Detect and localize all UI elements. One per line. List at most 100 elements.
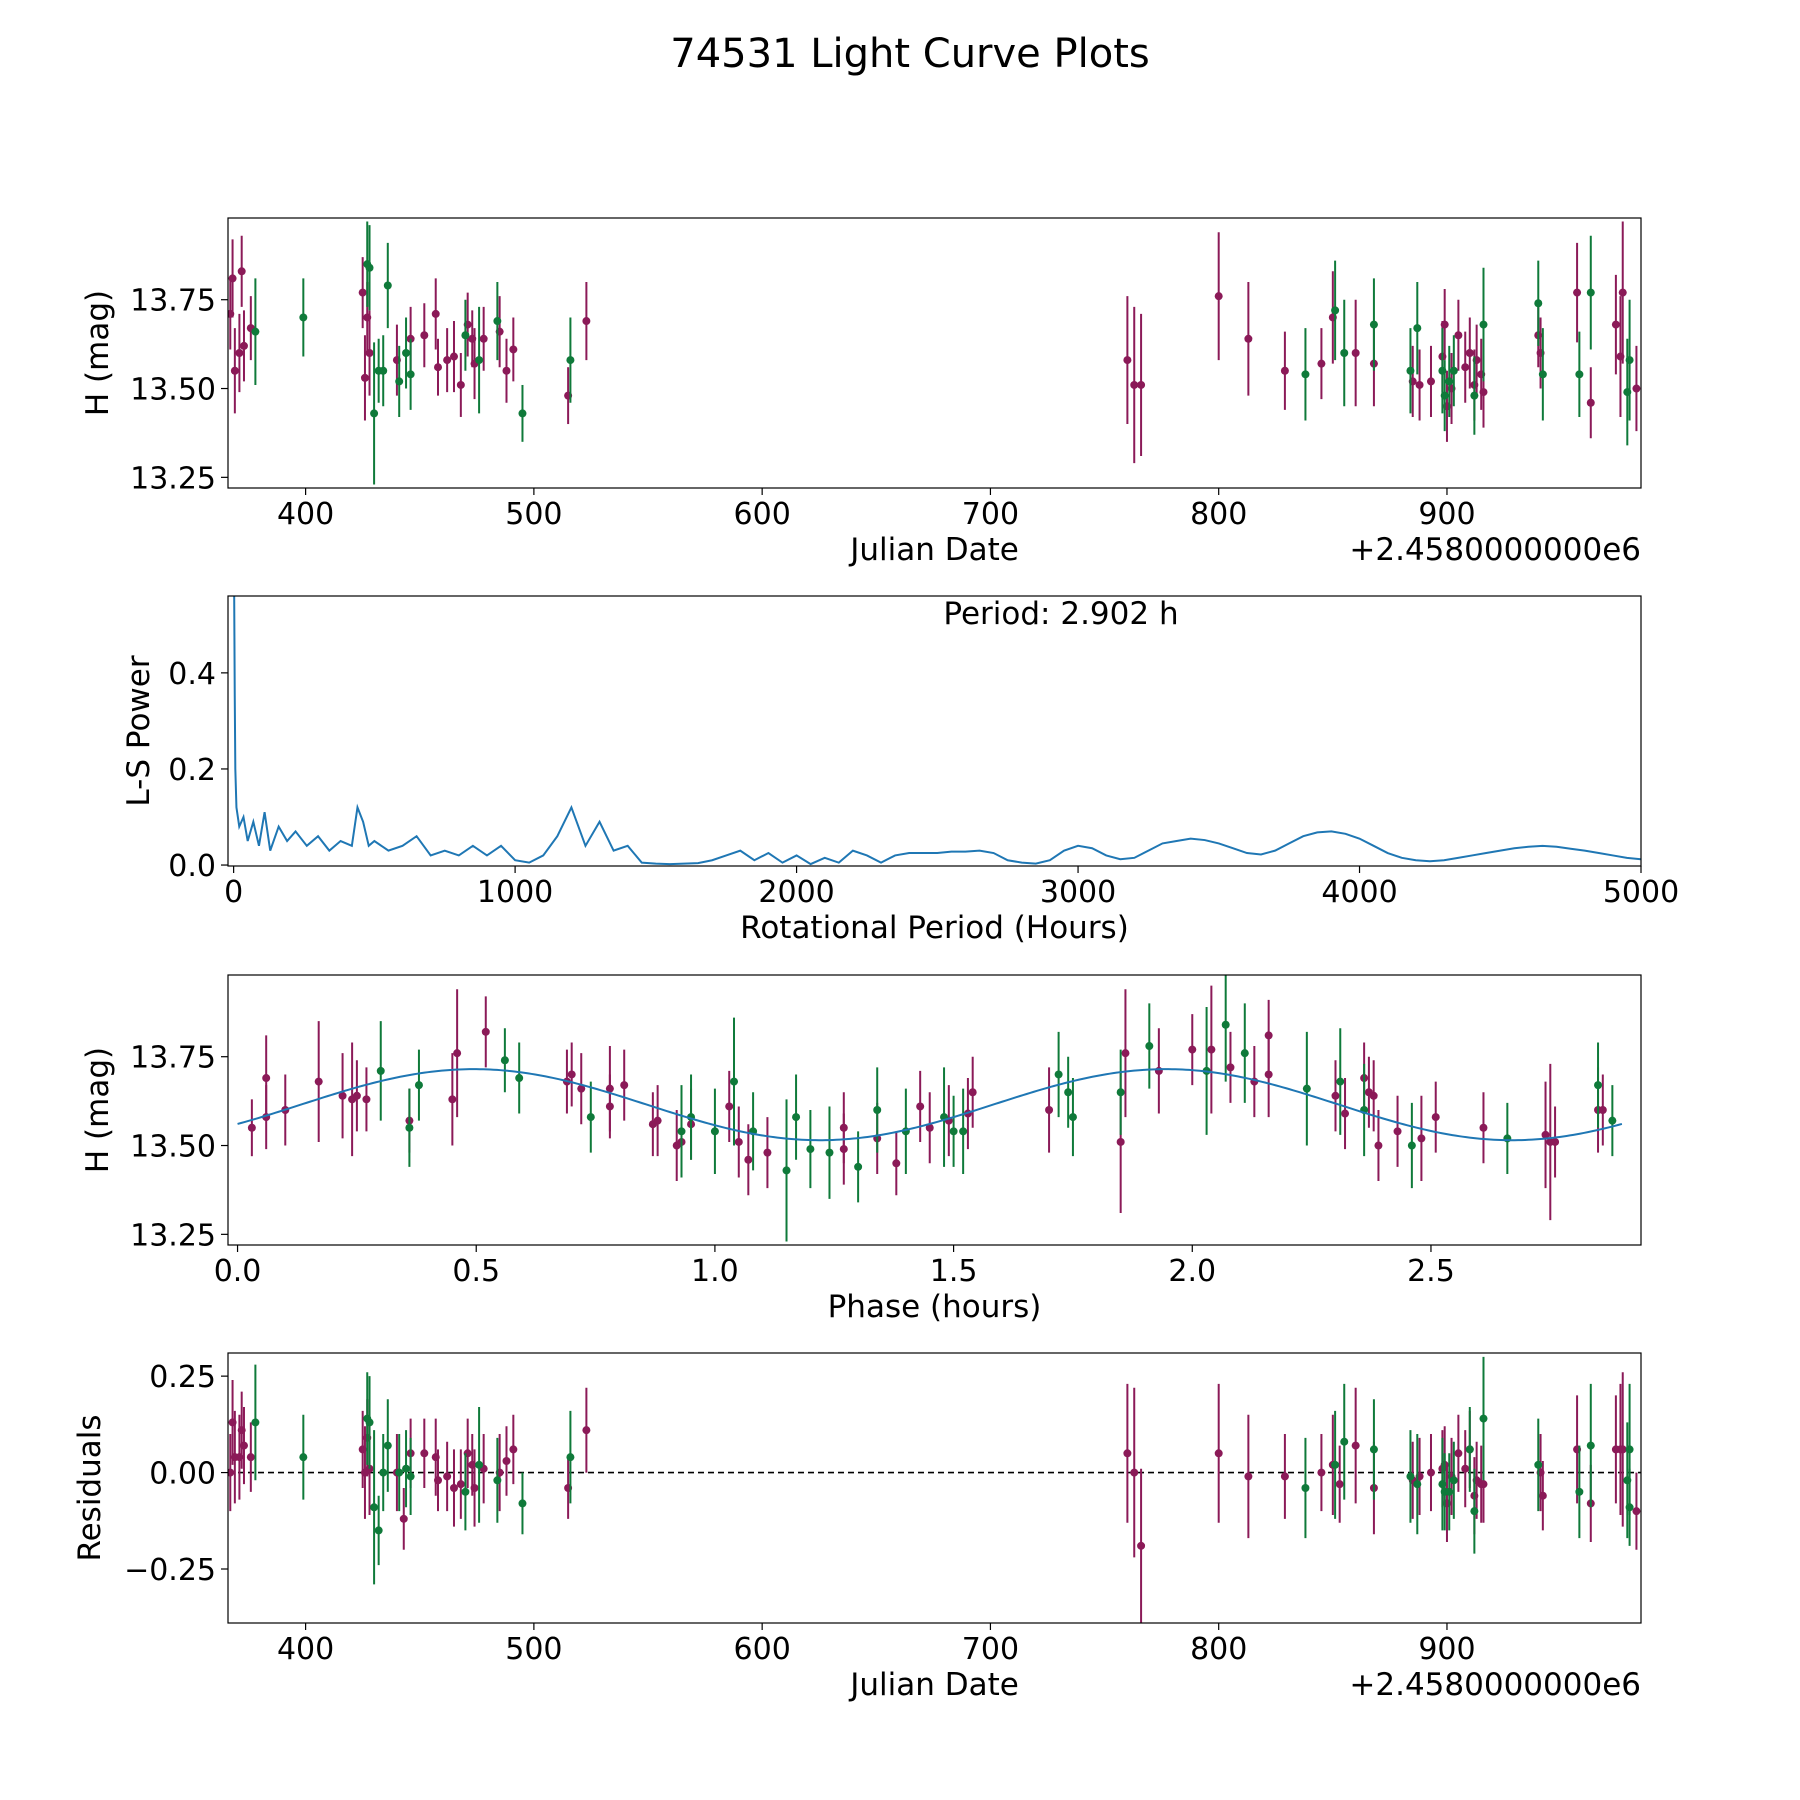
y-tick-label: 13.50 xyxy=(130,373,216,408)
x-tick-label: 2.0 xyxy=(1168,1254,1216,1289)
data-point xyxy=(1625,356,1634,365)
data-point xyxy=(1301,370,1310,379)
data-point xyxy=(414,1081,423,1090)
y-tick-label: 13.75 xyxy=(130,1041,216,1076)
data-point xyxy=(1598,1106,1607,1114)
data-point xyxy=(239,1441,248,1450)
x-axis-label: Phase (hours) xyxy=(828,1289,1042,1325)
data-point xyxy=(792,1113,801,1122)
data-point xyxy=(1121,1049,1130,1058)
data-point xyxy=(1301,1484,1310,1492)
data-point xyxy=(1413,1480,1422,1489)
data-point xyxy=(1340,1437,1349,1446)
data-point xyxy=(475,356,484,365)
x-tick-label: 0 xyxy=(224,875,243,910)
x-tick-label: 3000 xyxy=(1040,875,1116,910)
data-point xyxy=(1351,349,1360,357)
data-point xyxy=(1369,1091,1378,1100)
data-point xyxy=(1145,1042,1154,1051)
data-point xyxy=(299,1453,308,1462)
data-point xyxy=(1586,398,1595,407)
x-offset-label: +2.4580000000e6 xyxy=(1349,532,1641,568)
data-point xyxy=(395,377,404,386)
data-point xyxy=(449,1484,458,1492)
data-point xyxy=(1479,1480,1488,1489)
data-point xyxy=(1336,1077,1345,1086)
data-point xyxy=(605,1084,614,1093)
y-tick-label: 0.00 xyxy=(149,1457,216,1492)
x-tick-label: 800 xyxy=(1190,497,1247,532)
data-point xyxy=(586,1113,595,1122)
x-tick-label: 400 xyxy=(277,1632,334,1667)
data-point xyxy=(725,1102,734,1111)
data-point xyxy=(1244,1472,1253,1481)
y-tick-label: 13.25 xyxy=(130,1218,216,1253)
periodogram-line xyxy=(233,596,1641,866)
data-point xyxy=(1188,1045,1197,1054)
data-point xyxy=(461,1487,470,1496)
data-point xyxy=(1445,1487,1454,1496)
x-tick-label: 4000 xyxy=(1321,875,1397,910)
data-point xyxy=(1407,1141,1416,1150)
residuals-series-magenta xyxy=(228,1372,1641,1623)
data-point xyxy=(1632,1507,1641,1516)
data-point xyxy=(1503,1134,1512,1143)
data-point xyxy=(509,345,518,354)
data-point xyxy=(1123,356,1132,365)
data-point xyxy=(518,1499,527,1508)
data-point xyxy=(1317,1468,1326,1477)
data-point xyxy=(383,1441,392,1450)
data-point xyxy=(1130,380,1139,389)
data-point xyxy=(1470,391,1479,400)
data-point xyxy=(806,1145,815,1154)
data-point xyxy=(1431,1113,1440,1122)
data-point xyxy=(854,1162,863,1171)
data-point xyxy=(1369,320,1378,329)
data-point xyxy=(1426,1468,1435,1477)
subplot-phased: 0.0 0.5 1.0 1.5 2.0 2.5 13.25 13.50 13.75 Phase (… xyxy=(80,974,1642,1325)
data-point xyxy=(481,1027,490,1036)
data-point xyxy=(1406,1472,1415,1481)
y-tick-label: 0.2 xyxy=(168,753,216,788)
data-point xyxy=(1538,1491,1547,1500)
x-axis-label: Julian Date xyxy=(848,1667,1019,1703)
data-point xyxy=(502,1457,511,1465)
data-point xyxy=(1625,1445,1634,1454)
x-tick-label: 900 xyxy=(1418,1632,1475,1667)
data-point xyxy=(1130,1468,1139,1477)
data-point xyxy=(1340,349,1349,357)
x-tick-label: 1000 xyxy=(477,875,553,910)
fit-curve xyxy=(237,1068,1623,1142)
y-tick-label: 13.25 xyxy=(130,461,216,496)
phased-data-layer xyxy=(237,975,1623,1242)
data-point xyxy=(1335,1480,1344,1489)
subplot-lightcurve: 400 500 600 700 800 900 13.25 13.50 13.75 Julian … xyxy=(80,217,1642,568)
data-point xyxy=(360,373,369,382)
data-point xyxy=(228,274,237,283)
data-point xyxy=(1207,1045,1216,1054)
periodogram-data-layer xyxy=(233,596,1641,866)
data-point xyxy=(1534,299,1543,308)
data-point xyxy=(1538,370,1547,379)
data-point xyxy=(362,1095,371,1104)
data-point xyxy=(710,1127,719,1136)
data-point xyxy=(1045,1106,1054,1114)
data-point xyxy=(456,1480,465,1489)
x-tick-label: 600 xyxy=(734,497,791,532)
data-point xyxy=(383,281,392,290)
data-point xyxy=(1214,292,1223,301)
data-point xyxy=(1374,1141,1383,1150)
data-point xyxy=(1479,388,1488,397)
data-point xyxy=(1479,320,1488,329)
data-point xyxy=(1280,1472,1289,1481)
y-tick-label: 0.4 xyxy=(168,657,216,692)
data-point xyxy=(493,317,502,326)
data-point xyxy=(515,1074,524,1083)
data-point xyxy=(247,1123,256,1132)
data-point xyxy=(566,356,575,365)
data-point xyxy=(1461,1464,1470,1473)
data-point xyxy=(825,1148,834,1157)
axes-frame xyxy=(227,974,1642,1246)
data-point xyxy=(475,1460,484,1469)
data-point xyxy=(1417,1134,1426,1143)
